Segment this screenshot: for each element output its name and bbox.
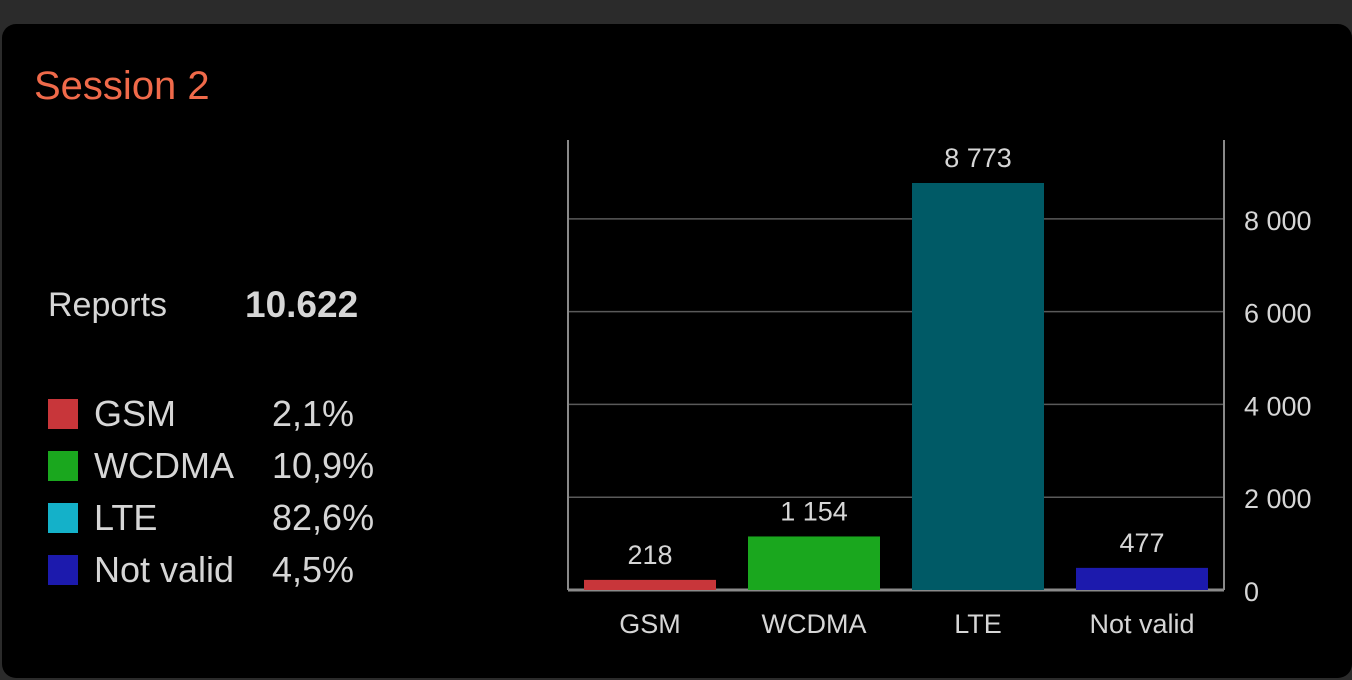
legend-name-lte: LTE [94, 497, 158, 538]
x-tick-label-not-valid: Not valid [1089, 609, 1194, 639]
value-label-lte: 8 773 [944, 143, 1012, 173]
session-card: Session 2 Reports 10.622 GSM 2,1% WCDMA … [2, 24, 1352, 678]
reports-label: Reports [48, 286, 168, 324]
x-tick-label-lte: LTE [954, 609, 1002, 639]
legend-item-wcdma: WCDMA 10,9% [48, 439, 388, 491]
y-tick-label-4000: 4 000 [1244, 391, 1312, 421]
legend-item-not-valid: Not valid 4,5% [48, 543, 388, 595]
reports-value: 10.622 [245, 284, 359, 325]
legend-item-gsm: GSM 2,1% [48, 387, 388, 439]
value-label-not-valid: 477 [1119, 528, 1164, 558]
x-tick-label-wcdma: WCDMA [762, 609, 867, 639]
legend-item-lte: LTE 82,6% [48, 491, 388, 543]
x-tick-label-gsm: GSM [619, 609, 681, 639]
bar-not-valid [1076, 567, 1208, 590]
value-label-gsm: 218 [627, 540, 672, 570]
legend-percent-not-valid: 4,5% [272, 549, 355, 590]
value-label-wcdma: 1 154 [780, 496, 848, 526]
legend-percent-wcdma: 10,9% [272, 445, 375, 486]
legend-name-gsm: GSM [94, 393, 177, 434]
legend-percent-lte: 82,6% [272, 497, 375, 538]
session-title: Session 2 [34, 64, 210, 108]
legend-name-not-valid: Not valid [94, 549, 235, 590]
legend-swatch-lte [48, 503, 78, 533]
y-tick-label-8000: 8 000 [1244, 206, 1312, 236]
bar-wcdma [748, 536, 880, 590]
legend: GSM 2,1% WCDMA 10,9% LTE 82,6% Not valid… [48, 387, 388, 595]
legend-swatch-wcdma [48, 451, 78, 481]
legend-swatch-gsm [48, 399, 78, 429]
y-tick-label-0: 0 [1244, 577, 1259, 607]
legend-swatch-not-valid [48, 555, 78, 585]
y-tick-label-6000: 6 000 [1244, 299, 1312, 329]
bar-gsm [584, 579, 716, 590]
legend-name-wcdma: WCDMA [94, 445, 234, 486]
y-tick-label-2000: 2 000 [1244, 484, 1312, 514]
bar-lte [912, 183, 1044, 590]
legend-percent-gsm: 2,1% [272, 393, 355, 434]
